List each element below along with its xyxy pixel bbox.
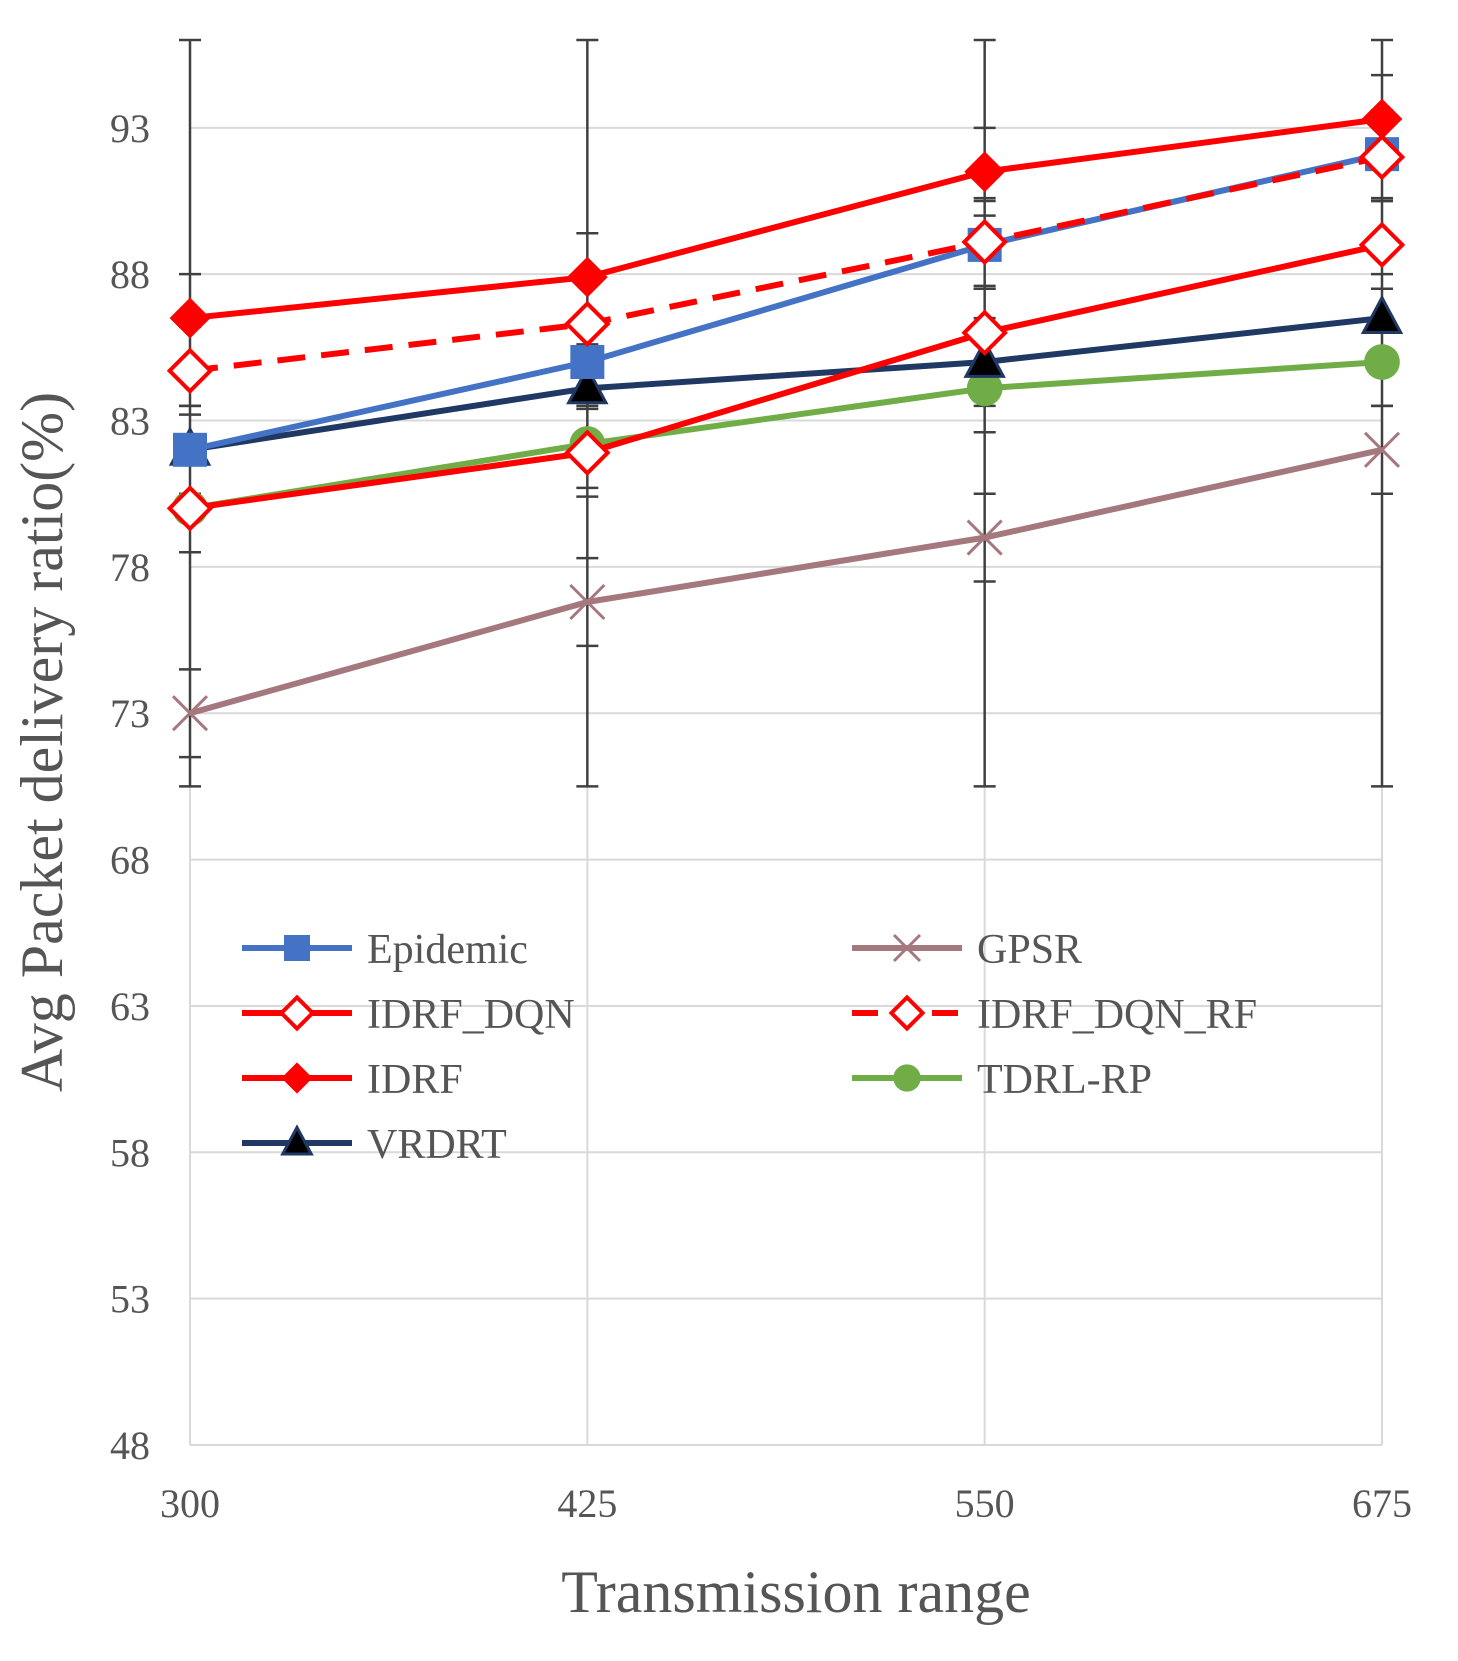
x-stroke bbox=[892, 933, 922, 963]
data-point-vrdrt bbox=[566, 364, 609, 405]
legend-marker bbox=[888, 994, 926, 1032]
data-point-idrf-dqn-rf bbox=[166, 347, 214, 394]
x-tick-label: 425 bbox=[557, 1481, 617, 1526]
series-gpsr bbox=[171, 431, 1401, 732]
data-point-vrdrt bbox=[963, 338, 1006, 378]
legend-item-idrf-dqn-rf: IDRF_DQN_RF bbox=[852, 992, 1257, 1038]
data-point-epidemic bbox=[570, 344, 605, 379]
y-tick-label: 73 bbox=[110, 691, 150, 736]
series-line-tdrl-rp bbox=[189, 358, 1383, 512]
data-point-idrf-dqn bbox=[564, 429, 611, 476]
data-point-vrdrt bbox=[1360, 294, 1404, 335]
x-stroke bbox=[1363, 431, 1401, 468]
legend-item-idrf: IDRF bbox=[242, 1057, 463, 1103]
data-point-idrf bbox=[169, 297, 211, 339]
legend-marker bbox=[893, 1064, 921, 1092]
legend-marker bbox=[278, 994, 316, 1032]
legend-label: IDRF_DQN bbox=[367, 992, 575, 1038]
x-tick-label: 675 bbox=[1352, 1481, 1412, 1526]
series-lines bbox=[166, 98, 1406, 732]
data-point-idrf-dqn bbox=[166, 485, 214, 532]
series-line-gpsr bbox=[189, 446, 1383, 717]
y-tick-label: 88 bbox=[110, 252, 150, 297]
series-idrf-dqn bbox=[166, 221, 1406, 532]
data-point-gpsr bbox=[569, 583, 606, 621]
legend-label: VRDRT bbox=[367, 1122, 507, 1168]
data-point-tdrl-rp bbox=[966, 370, 1003, 407]
y-tick-label: 63 bbox=[110, 984, 150, 1029]
legend-marker bbox=[280, 1124, 314, 1156]
legend-label: IDRF bbox=[367, 1057, 463, 1103]
legend-item-tdrl-rp: TDRL-RP bbox=[852, 1057, 1152, 1103]
y-tick-label: 78 bbox=[110, 545, 150, 590]
series-line-idrf-dqn-rf bbox=[189, 154, 1383, 374]
series-vrdrt bbox=[168, 294, 1404, 466]
series-line-idrf bbox=[189, 116, 1383, 322]
y-tick-label: 58 bbox=[110, 1130, 150, 1175]
legend-item-gpsr: GPSR bbox=[852, 927, 1082, 973]
y-axis-title: Avg Packet delivery ratio(%) bbox=[9, 392, 75, 1092]
data-point-idrf-dqn-rf bbox=[564, 300, 611, 348]
y-tick-label: 53 bbox=[110, 1277, 150, 1322]
series-idrf bbox=[169, 98, 1403, 339]
data-point-idrf bbox=[964, 151, 1006, 193]
grid-lines bbox=[190, 126, 1382, 1446]
x-tick-label: 300 bbox=[160, 1481, 220, 1526]
legend-label: IDRF_DQN_RF bbox=[977, 992, 1257, 1038]
data-point-idrf-dqn bbox=[961, 309, 1008, 356]
x-tick-labels: 300 425 550 675 bbox=[160, 1481, 1412, 1526]
y-tick-label: 68 bbox=[110, 838, 150, 883]
data-point-idrf bbox=[566, 256, 608, 298]
series-line-idrf-dqn bbox=[189, 241, 1383, 512]
legend-item-vrdrt: VRDRT bbox=[242, 1122, 507, 1168]
data-point-epidemic bbox=[173, 432, 207, 467]
data-point-idrf-dqn-rf bbox=[961, 218, 1008, 266]
data-point-tdrl-rp bbox=[1364, 344, 1400, 380]
data-point-gpsr bbox=[966, 519, 1003, 556]
x-stroke bbox=[171, 695, 209, 732]
data-point-idrf-dqn bbox=[1358, 221, 1406, 269]
legend: Epidemic GPSR IDRF_DQN IDRF_DQN_RF IDRF TDRL-… bbox=[242, 927, 1257, 1168]
data-point-idrf-dqn-rf bbox=[1358, 133, 1406, 181]
legend-item-epidemic: Epidemic bbox=[242, 927, 528, 973]
x-stroke bbox=[569, 583, 606, 621]
legend-label: Epidemic bbox=[367, 927, 528, 973]
series-tdrl-rp bbox=[172, 344, 1400, 527]
y-tick-label: 93 bbox=[110, 106, 150, 151]
y-tick-label: 83 bbox=[110, 399, 150, 444]
legend-marker bbox=[284, 935, 310, 961]
data-point-gpsr bbox=[1363, 431, 1401, 468]
data-point-gpsr bbox=[171, 695, 209, 732]
series-idrf-dqn-rf bbox=[166, 133, 1406, 394]
y-tick-labels: 48 53 58 63 68 73 78 83 88 93 bbox=[110, 106, 150, 1468]
legend-item-idrf-dqn: IDRF_DQN bbox=[242, 992, 575, 1038]
series-line-epidemic bbox=[189, 151, 1383, 453]
y-tick-label: 48 bbox=[110, 1423, 150, 1468]
legend-label: TDRL-RP bbox=[977, 1057, 1152, 1103]
axes bbox=[189, 786, 1383, 1445]
x-tick-label: 550 bbox=[955, 1481, 1015, 1526]
data-point-idrf bbox=[1361, 98, 1403, 140]
legend-marker bbox=[281, 1062, 313, 1094]
x-axis-title: Transmission range bbox=[561, 1559, 1030, 1625]
x-stroke bbox=[966, 519, 1003, 556]
series-line-vrdrt bbox=[189, 315, 1383, 453]
legend-marker bbox=[892, 933, 922, 963]
legend-label: GPSR bbox=[977, 927, 1082, 973]
